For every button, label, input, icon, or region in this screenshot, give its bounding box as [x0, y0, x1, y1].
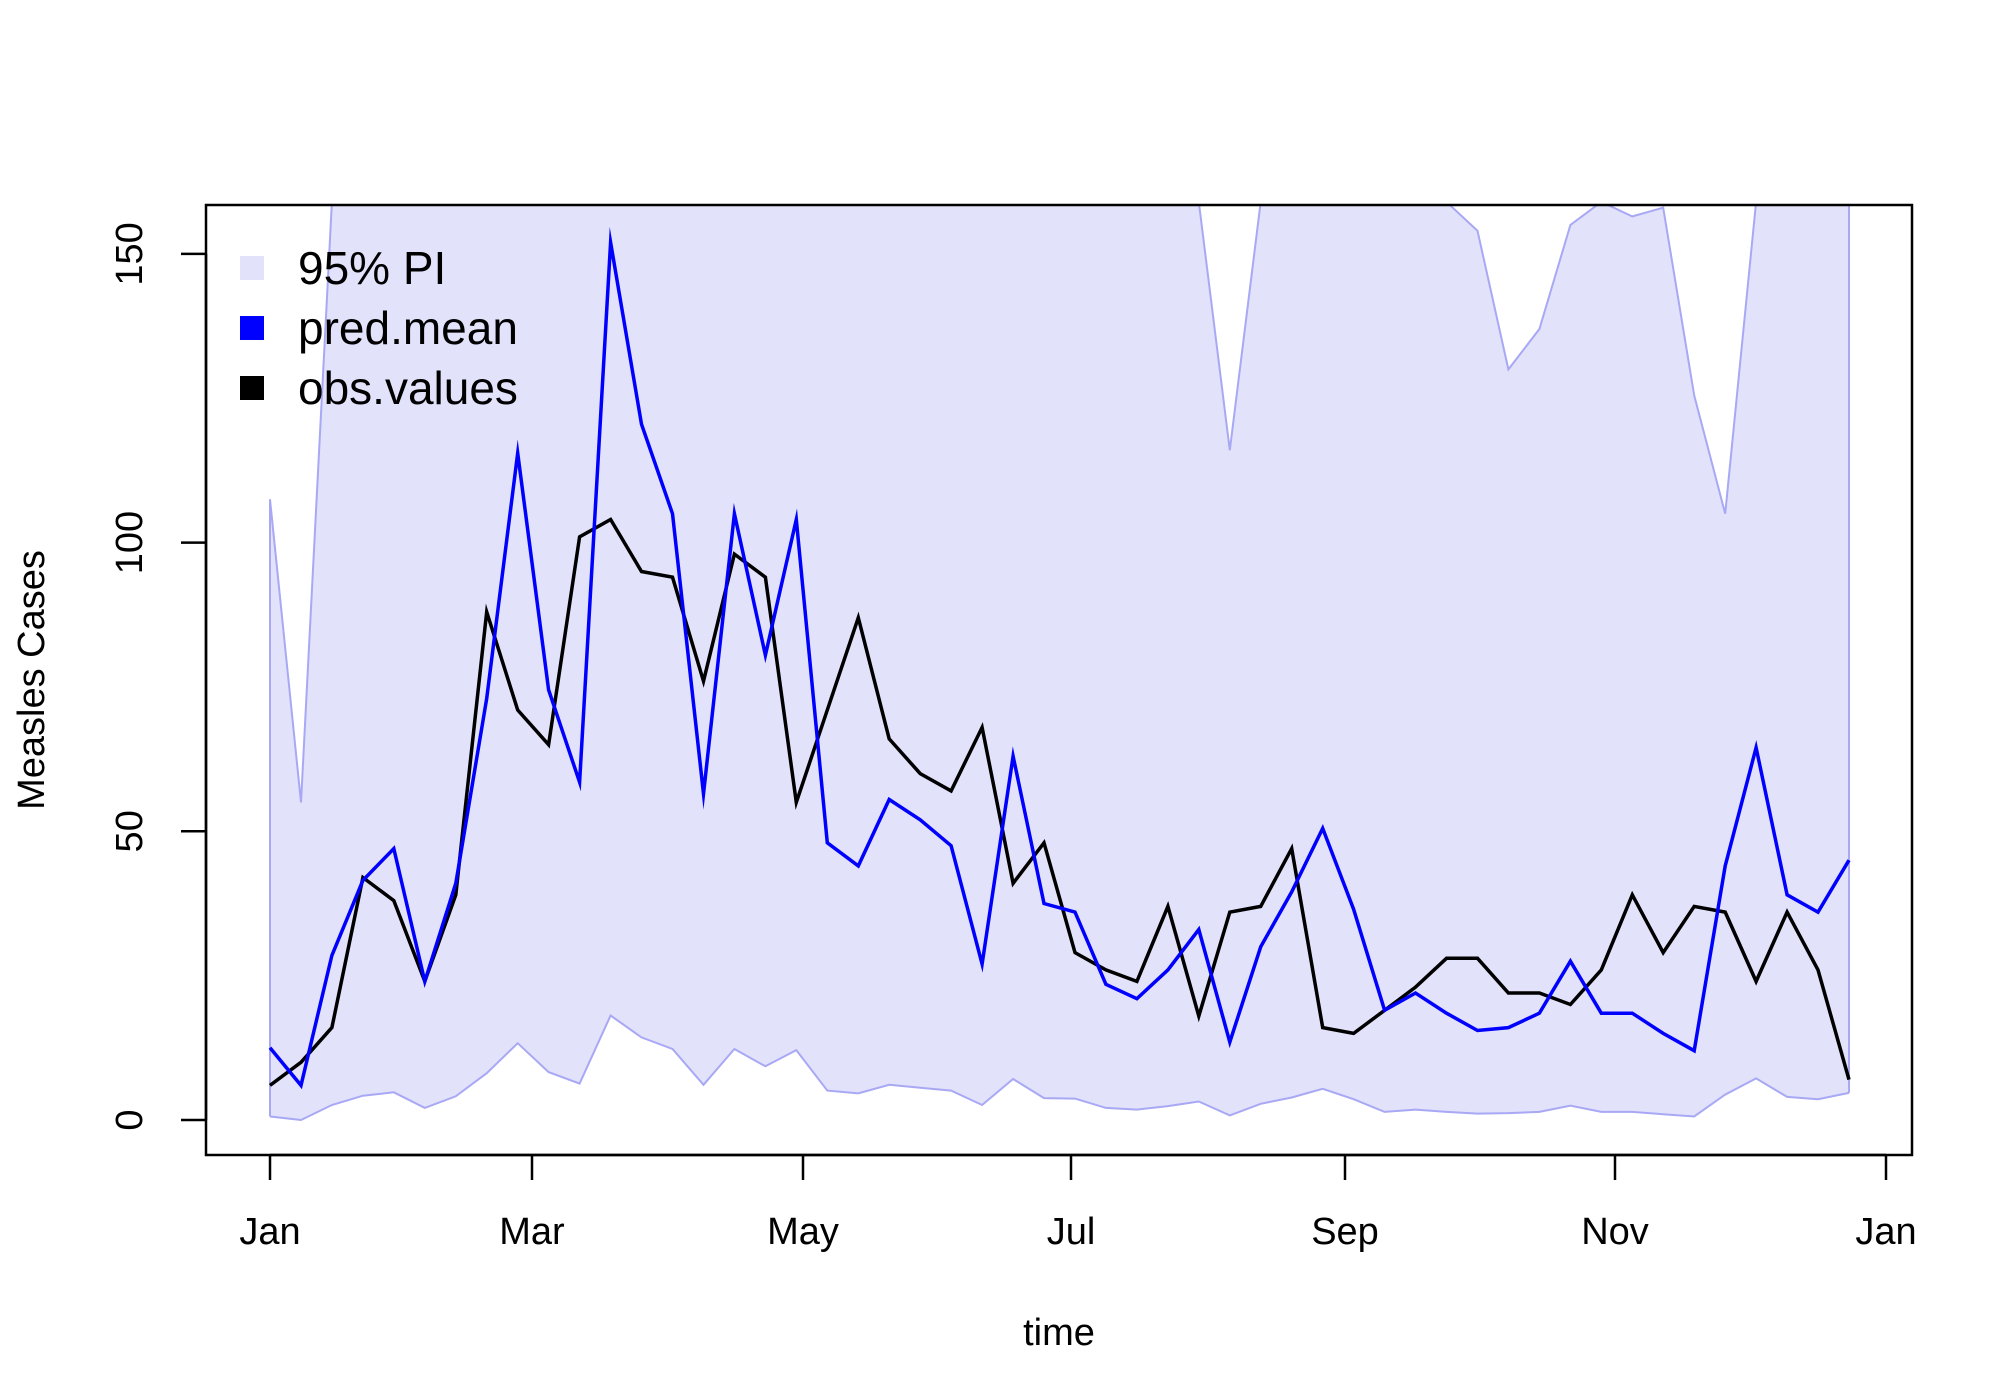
x-tick-label: Jan — [239, 1211, 300, 1253]
y-tick-label: 150 — [109, 222, 151, 285]
x-tick-label: Nov — [1581, 1211, 1649, 1253]
x-tick-label: Sep — [1311, 1211, 1379, 1253]
y-tick-label: 50 — [109, 810, 151, 852]
y-axis: 0 50 100 150 — [109, 222, 208, 1131]
legend-label: obs.values — [298, 362, 518, 414]
plot-area — [268, 205, 1851, 1122]
pi-lower-line — [269, 1013, 1850, 1122]
legend-swatch — [240, 376, 264, 400]
legend: 95% PI pred.mean obs.values — [240, 242, 518, 414]
x-tick-label: May — [767, 1211, 839, 1253]
x-tick-label: Jul — [1047, 1211, 1096, 1253]
x-tick-label: Mar — [499, 1211, 565, 1253]
y-tick-label: 0 — [109, 1109, 151, 1130]
legend-label: pred.mean — [298, 302, 518, 354]
legend-swatch — [240, 256, 264, 280]
pi-upper-line — [269, 205, 1757, 803]
y-tick-label: 100 — [109, 511, 151, 574]
x-tick-label: Jan — [1855, 1211, 1916, 1253]
x-axis-title: time — [1023, 1312, 1095, 1354]
pi-band-area — [270, 205, 1849, 1120]
x-axis: Jan Mar May Jul Sep Nov Jan — [239, 1153, 1917, 1253]
legend-swatch — [240, 316, 264, 340]
legend-label: 95% PI — [298, 242, 446, 294]
series-line-pred-mean — [268, 226, 1851, 1090]
y-axis-title: Measles Cases — [11, 550, 53, 810]
plot-region — [268, 205, 1851, 1122]
